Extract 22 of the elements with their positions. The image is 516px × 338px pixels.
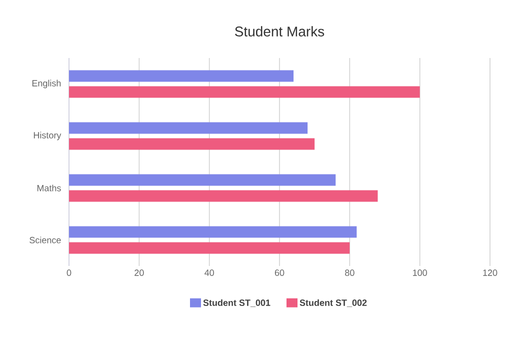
chart-title: Student Marks [235, 26, 324, 36]
x-tick-label: 120 [483, 270, 498, 276]
x-tick-label: 80 [345, 270, 354, 276]
x-tick-label: 40 [204, 270, 214, 276]
bar [69, 122, 308, 134]
y-tick-label: Science [30, 236, 61, 244]
x-tick-label: 100 [413, 270, 427, 276]
bar [69, 226, 357, 238]
legend-label: Student ST_002 [300, 299, 367, 307]
bar [69, 70, 294, 82]
y-tick-label: Maths [37, 184, 61, 192]
x-tick-label: 0 [66, 270, 72, 276]
x-tick-label: 20 [134, 270, 144, 276]
legend-label: Student ST_001 [203, 299, 270, 307]
x-tick-label: 60 [274, 270, 284, 276]
y-tick-label: History [34, 132, 62, 140]
bar [69, 242, 350, 254]
bar [69, 138, 315, 150]
bar [69, 174, 336, 186]
bar [69, 86, 420, 98]
y-tick-label: English [32, 80, 61, 88]
bar [69, 190, 378, 202]
